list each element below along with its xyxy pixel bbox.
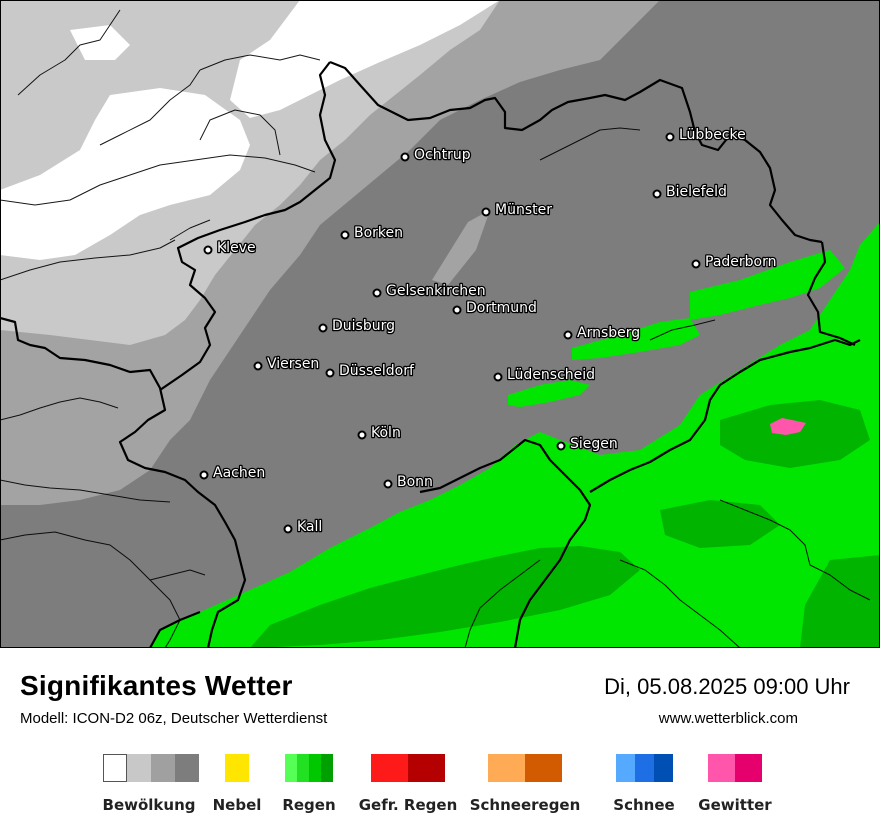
city-label: Duisburg <box>332 318 395 334</box>
clear-area-2 <box>0 88 250 260</box>
legend-swatch <box>635 754 654 782</box>
city-label: Münster <box>495 202 552 218</box>
rain-band-arnsberg <box>572 318 700 360</box>
legend-swatch <box>285 754 297 782</box>
city-bonn[interactable]: Bonn <box>383 473 434 491</box>
city-siegen[interactable]: Siegen <box>556 435 619 453</box>
legend-thunderstorm: Gewitter <box>698 754 772 814</box>
legend-label: Schneeregen <box>469 796 581 814</box>
city-kleve[interactable]: Kleve <box>203 239 257 257</box>
city-label: Viersen <box>267 356 319 372</box>
legend-fog: Nebel <box>213 754 261 814</box>
clear-area-3 <box>70 25 130 60</box>
website-link[interactable]: www.wetterblick.com <box>658 710 798 727</box>
legend-swatch <box>321 754 333 782</box>
map-title: Signifikantes Wetter <box>20 670 293 701</box>
city-label: Aachen <box>213 465 265 481</box>
state-border-nrw <box>0 60 861 648</box>
city-bielefeld[interactable]: Bielefeld <box>652 183 728 201</box>
legend-swatch <box>103 754 127 782</box>
legend-swatch <box>297 754 309 782</box>
clear-area <box>230 0 500 118</box>
legend-rain: Regen <box>282 754 336 814</box>
legend-swatch <box>525 754 562 782</box>
legend-label: Gewitter <box>698 796 772 814</box>
rain-area-heavy-4 <box>800 555 880 648</box>
city-label: Kleve <box>217 240 256 256</box>
city-label: Arnsberg <box>577 325 640 341</box>
legend-label: Schnee <box>613 796 675 814</box>
legend-label: Bewölkung <box>102 796 196 814</box>
city-duesseldorf[interactable]: Düsseldorf <box>325 362 416 380</box>
forecast-datetime: Di, 05.08.2025 09:00 Uhr <box>604 674 850 699</box>
cloud-area-mid-streak <box>432 210 490 285</box>
district-borders <box>0 9 871 648</box>
legend-swatch <box>488 754 525 782</box>
city-gelsenkirchen[interactable]: Gelsenkirchen <box>372 282 487 300</box>
city-label: Gelsenkirchen <box>386 283 486 299</box>
city-duisburg[interactable]: Duisburg <box>318 317 396 335</box>
city-luebbecke[interactable]: Lübbecke <box>665 126 747 144</box>
legend-swatch <box>654 754 673 782</box>
city-label: Ochtrup <box>414 147 471 163</box>
weather-map: Ochtrup Lübbecke Bielefeld Münster Borke… <box>0 0 880 648</box>
legend-swatch <box>708 754 735 782</box>
city-label: Paderborn <box>705 254 776 270</box>
rain-area-heavy <box>250 546 640 648</box>
city-label: Lüdenscheid <box>507 367 595 383</box>
city-arnsberg[interactable]: Arnsberg <box>563 324 641 342</box>
city-koeln[interactable]: Köln <box>357 424 402 442</box>
city-viersen[interactable]: Viersen <box>253 355 321 373</box>
thunderstorm-cell <box>770 418 806 435</box>
city-label: Dortmund <box>466 300 537 316</box>
rain-area-heavy-2 <box>720 400 870 468</box>
legend-swatch <box>408 754 445 782</box>
city-muenster[interactable]: Münster <box>481 201 554 219</box>
city-label: Kall <box>297 519 322 535</box>
city-label: Bielefeld <box>666 184 727 200</box>
city-luedenscheid[interactable]: Lüdenscheid <box>493 366 596 384</box>
city-label: Düsseldorf <box>339 363 415 379</box>
city-label: Köln <box>371 425 401 441</box>
legend-sleet: Schneeregen <box>470 754 580 814</box>
model-source: Modell: ICON-D2 06z, Deutscher Wetterdie… <box>20 710 328 727</box>
city-label: Borken <box>354 225 403 241</box>
city-label: Siegen <box>570 436 618 452</box>
legend-cloud: Bewölkung <box>103 754 199 814</box>
map-footer: Signifikantes Wetter Modell: ICON-D2 06z… <box>0 648 880 830</box>
legend-freezing-rain: Gefr. Regen <box>359 754 457 814</box>
cloud-area-light-patch <box>140 30 260 100</box>
city-ochtrup[interactable]: Ochtrup <box>400 146 472 164</box>
city-label: Bonn <box>397 474 433 490</box>
legend-label: Regen <box>282 796 336 814</box>
legend-swatch <box>127 754 151 782</box>
legend-label: Gefr. Regen <box>358 796 458 814</box>
rain-band-luedenscheid <box>508 380 590 407</box>
legend-swatch <box>735 754 762 782</box>
legend-swatch <box>309 754 321 782</box>
legend-snow: Schnee <box>613 754 675 814</box>
legend-swatch <box>175 754 199 782</box>
city-kall[interactable]: Kall <box>283 518 324 536</box>
legend-swatch <box>371 754 408 782</box>
rain-band-north <box>690 250 845 320</box>
city-aachen[interactable]: Aachen <box>199 464 267 482</box>
legend-swatch <box>616 754 635 782</box>
legend-swatch <box>225 754 249 782</box>
city-dortmund[interactable]: Dortmund <box>452 299 538 317</box>
legend-swatch <box>151 754 175 782</box>
city-borken[interactable]: Borken <box>340 224 404 242</box>
city-paderborn[interactable]: Paderborn <box>691 253 778 271</box>
legend-label: Nebel <box>212 796 262 814</box>
city-label: Lübbecke <box>679 127 746 143</box>
cloud-area-light <box>0 0 500 345</box>
